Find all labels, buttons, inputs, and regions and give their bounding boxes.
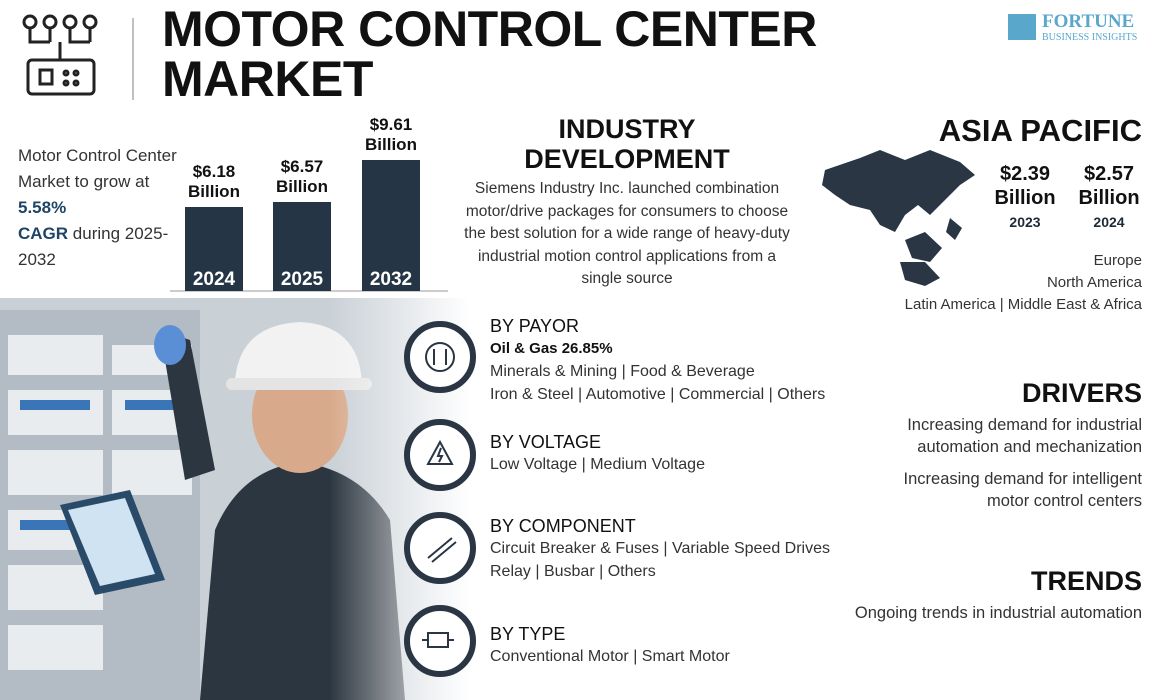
list-item: Increasing demand for intelligent motor … [903,470,1142,510]
region-stat: $2.39 Billion 2023 [992,162,1058,230]
stat-year: 2023 [1009,214,1041,230]
logo-mark [1008,14,1036,40]
stat-year: 2024 [1093,214,1125,230]
region-name: Europe [1093,252,1142,269]
segment-title: BY VOLTAGE [490,432,602,452]
trends-title: TRENDS [1030,566,1142,596]
industry-title: INDUSTRY DEVELOPMENT [524,114,730,174]
segment-line: Low Voltage | Medium Voltage [490,456,705,473]
segment-line: Circuit Breaker & Fuses | Variable Speed… [490,540,830,557]
header-icon [22,14,98,96]
logo-text: FORTUNE [1042,11,1135,32]
logo-subtext: BUSINESS INSIGHTS [1042,32,1138,43]
cagr-label: CAGR [18,224,69,243]
photo [0,298,470,700]
segment-line: Oil & Gas 26.85% [490,340,613,357]
segment-glyphs [422,342,457,648]
region-stat: $2.57 Billion 2024 [1076,162,1142,230]
asia-pacific-map [822,150,975,286]
industry-text: Siemens Industry Inc. launched combinati… [464,180,790,287]
trends-list: Ongoing trends in industrial automation [812,602,1142,634]
stat-value: $2.57 Billion [1078,163,1140,209]
region-name: Latin America | Middle East & Africa [904,296,1142,313]
drivers-title: DRIVERS [1021,378,1142,408]
list-item: Increasing demand for industrial automat… [907,416,1142,456]
segment-line: Minerals & Mining | Food & Beverage [490,363,755,380]
region-name: North America [1046,274,1142,291]
segment-title: BY TYPE [490,624,566,644]
segment-title: BY PAYOR [490,316,580,336]
stat-value: $2.39 Billion [994,163,1056,209]
segment: BY PAYOR Oil & Gas 26.85% Minerals & Minin… [490,316,825,406]
logo: FORTUNE BUSINESS INSIGHTS [1008,11,1138,44]
region-title: ASIA PACIFIC [938,113,1142,148]
segment: BY COMPONENT Circuit Breaker & Fuses | Va… [490,516,830,583]
growth-intro: Motor Control Center Market to grow at [18,146,177,191]
title: MOTOR CONTROL CENTER MARKET [162,1,817,107]
region-stats: $2.39 Billion 2023 $2.57 Billion 2024 [992,162,1142,230]
growth-text: Motor Control Center Market to grow at 5… [18,143,198,273]
drivers-list: Increasing demand for industrial automat… [862,414,1142,522]
segment: BY TYPE Conventional Motor | Smart Motor [490,624,730,668]
segment-line: Conventional Motor | Smart Motor [490,648,730,665]
segment-title: BY COMPONENT [490,516,636,536]
segment-line: Iron & Steel | Automotive | Commercial |… [490,386,826,403]
cagr-value: 5.58% [18,198,67,217]
growth-period: during 2025-2032 [18,224,169,269]
segment-line: Relay | Busbar | Others [490,563,656,580]
list-item: Ongoing trends in industrial automation [854,604,1142,622]
segment: BY VOLTAGE Low Voltage | Medium Voltage [490,432,705,476]
region-others: Europe North America Latin America | Middl… [905,250,1142,316]
